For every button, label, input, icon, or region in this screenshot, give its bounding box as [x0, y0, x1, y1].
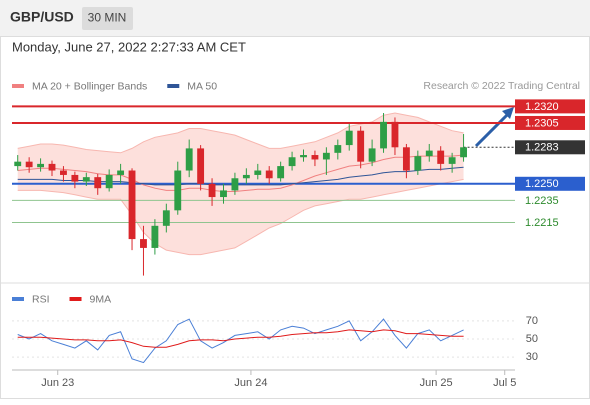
legend-label: MA 50 — [187, 80, 217, 92]
legend-label: RSI — [32, 293, 50, 305]
candle-body — [300, 155, 307, 158]
arrow — [474, 112, 510, 148]
level-label: 1.2250 — [525, 178, 559, 190]
candle-body — [345, 130, 353, 146]
candle-body — [37, 163, 45, 168]
candle-body — [105, 174, 113, 189]
level-label: 1.2215 — [525, 217, 559, 229]
candle-body — [117, 170, 125, 175]
candle-body — [402, 147, 410, 171]
level-box — [515, 176, 585, 191]
candle-body — [185, 148, 193, 171]
legend-swatch — [12, 297, 24, 301]
candle-body — [391, 121, 399, 148]
rsi-line — [17, 318, 464, 364]
level-label: 1.2283 — [525, 142, 559, 154]
x-tick-label: Jun 23 — [41, 377, 74, 389]
candle-body — [437, 150, 445, 164]
ma50-line — [17, 166, 464, 186]
candle-body — [414, 156, 422, 171]
candle-body — [94, 177, 102, 189]
level-label: 1.2305 — [525, 117, 559, 129]
candle-body — [277, 166, 285, 179]
legend-label: 9MA — [90, 293, 112, 305]
bollinger-upper — [17, 112, 464, 154]
interval-box — [82, 7, 133, 30]
y-tick-label: 30 — [526, 351, 538, 363]
legend-swatch — [69, 297, 82, 301]
candle-body — [82, 177, 90, 182]
candle-body — [128, 170, 136, 240]
candle-body — [265, 170, 273, 179]
candle-body — [48, 163, 56, 171]
bollinger-lower — [17, 178, 464, 256]
ma20-line — [17, 154, 464, 192]
symbol: GBP/USD — [10, 9, 74, 25]
x-tick-label: Jun 25 — [420, 377, 453, 389]
candle-body — [174, 170, 182, 211]
candle-body — [242, 174, 250, 179]
y-tick-label: 70 — [526, 315, 538, 327]
candle-body — [334, 145, 342, 153]
candle-body — [197, 148, 205, 184]
rsi-line — [17, 329, 464, 348]
candle-body — [140, 239, 147, 248]
candle-body — [220, 190, 227, 198]
candle-body — [162, 210, 170, 226]
candle-body — [380, 121, 387, 149]
candle-body — [322, 152, 330, 160]
candle-body — [60, 170, 67, 175]
candle-body — [254, 170, 262, 175]
level-box — [515, 115, 585, 130]
candle-body — [288, 157, 296, 167]
candle-body — [151, 225, 159, 248]
candle-body — [425, 150, 433, 157]
candle-body — [208, 183, 216, 198]
interval: 30 MIN — [88, 11, 127, 25]
legend-swatch — [12, 84, 24, 88]
credit: Research © 2022 Trading Central — [423, 80, 580, 92]
datetime: Monday, June 27, 2022 2:27:33 AM CET — [12, 39, 246, 54]
candle-body — [448, 157, 456, 164]
x-tick-label: Jun 24 — [234, 377, 267, 389]
candle-body — [357, 130, 365, 162]
level-box — [515, 140, 585, 155]
candle-body — [311, 155, 319, 160]
legend-label: MA 20 + Bollinger Bands — [32, 80, 147, 92]
candle-body — [25, 161, 33, 168]
level-label: 1.2320 — [525, 101, 559, 113]
candle-body — [71, 174, 79, 182]
candle-body — [368, 148, 376, 162]
y-tick-label: 50 — [526, 333, 538, 345]
candle-body — [14, 161, 22, 167]
arrow-head — [502, 107, 514, 119]
candle-body — [231, 178, 239, 191]
x-tick-label: Jul 5 — [493, 377, 516, 389]
legend-swatch — [167, 84, 180, 88]
candle-body — [460, 147, 467, 158]
level-label: 1.2235 — [525, 195, 559, 207]
level-box — [515, 99, 585, 114]
